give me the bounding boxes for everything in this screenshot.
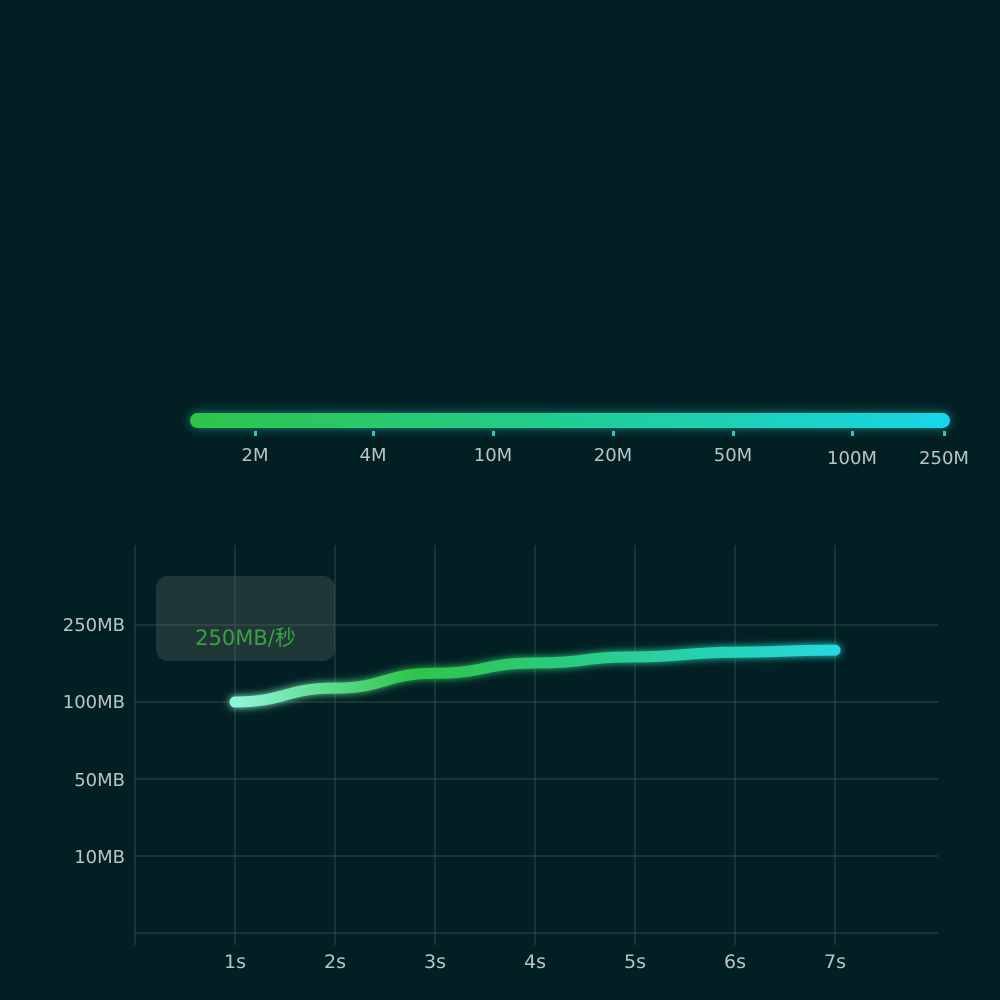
slider-tick — [612, 431, 615, 436]
x-tick-label: 3s — [424, 951, 446, 973]
x-tick-label: 1s — [224, 951, 246, 973]
slider-label[interactable]: 100M — [827, 448, 877, 469]
x-tick-label: 4s — [524, 951, 546, 973]
x-tick-label: 5s — [624, 951, 646, 973]
tooltip-value: 250MB/秒 — [195, 626, 296, 650]
series-line — [229, 644, 841, 708]
slider-tick — [851, 431, 854, 436]
x-tick-label: 6s — [724, 951, 746, 973]
y-tick-label: 50MB — [74, 770, 125, 791]
slider-tick — [732, 431, 735, 436]
y-tick-label: 10MB — [74, 847, 125, 868]
chart-tooltip: 250MB/秒 — [156, 576, 335, 661]
slider-label[interactable]: 250M — [919, 448, 969, 469]
slider-label[interactable]: 50M — [713, 445, 753, 466]
slider-track[interactable] — [190, 413, 950, 428]
slider-tick — [492, 431, 495, 436]
slider-label[interactable]: 2M — [241, 445, 269, 466]
speed-chart: 10MB 50MB 100MB 250MB 1s 2s 3s 4s 5s 6s 7s — [63, 545, 938, 973]
slider-label[interactable]: 20M — [593, 445, 633, 466]
slider-tick — [372, 431, 375, 436]
slider-tick — [943, 431, 946, 436]
y-tick-label: 100MB — [63, 692, 125, 713]
x-tick-label: 7s — [824, 951, 846, 973]
y-tick-label: 250MB — [63, 615, 125, 636]
slider-label[interactable]: 10M — [473, 445, 513, 466]
slider-tick — [254, 431, 257, 436]
x-tick-label: 2s — [324, 951, 346, 973]
slider-label[interactable]: 4M — [359, 445, 387, 466]
